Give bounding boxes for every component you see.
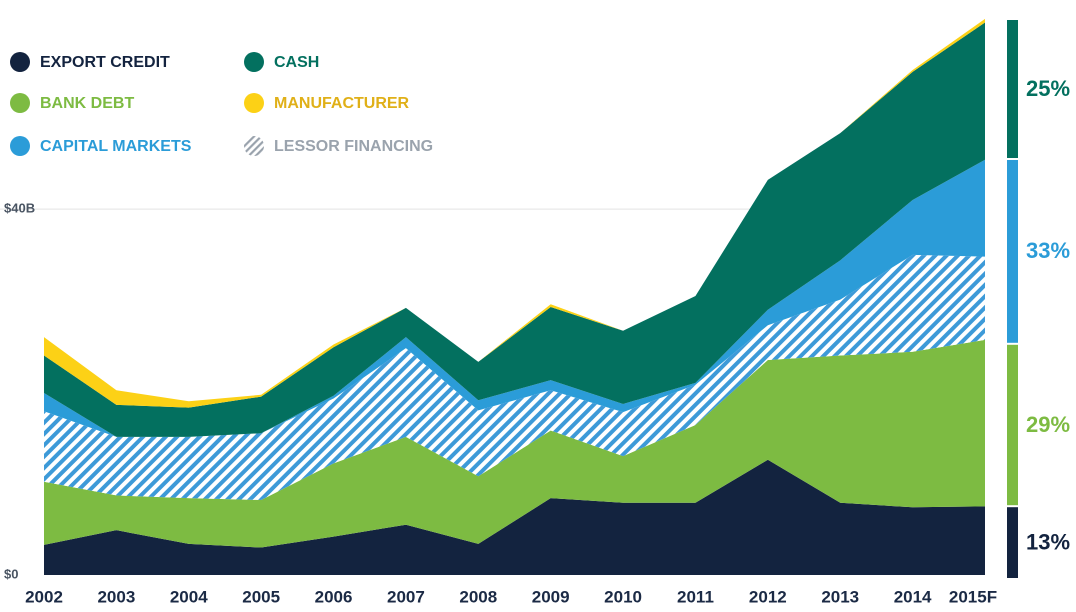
area [44,159,985,437]
share-bar [1007,507,1018,578]
legend-swatch [10,93,30,113]
legend-label: BANK DEBT [40,95,134,112]
x-tick-label: 2008 [459,587,497,606]
x-tick-label: 2003 [97,587,135,606]
x-tick-label: 2014 [894,587,932,606]
x-tick-label: 2007 [387,587,425,606]
legend-swatch [10,52,30,72]
y-tick-label: $0 [4,566,18,581]
legend-label: CAPITAL MARKETS [40,138,192,155]
legend-swatch [244,93,264,113]
x-tick-label: 2015F [949,587,997,606]
area [44,339,985,548]
share-bar [1007,344,1018,506]
area [44,22,985,437]
x-tick-label: 2009 [532,587,570,606]
area [44,459,985,575]
x-tick-label: 2011 [677,587,714,606]
share-bar [1007,20,1018,158]
area [44,254,985,500]
x-tick-label: 2004 [170,587,208,606]
share-label: 29% [1026,412,1070,437]
legend-label: MANUFACTURER [274,95,410,112]
y-tick-label: $40B [4,201,35,216]
x-tick-label: 2006 [315,587,353,606]
share-label: 13% [1026,529,1070,554]
x-tick-label: 2002 [25,587,63,606]
x-tick-label: 2005 [242,587,280,606]
legend-swatch [244,136,264,156]
legend-label: EXPORT CREDIT [40,54,170,71]
legend-label: LESSOR FINANCING [274,138,433,155]
share-label: 25% [1026,76,1070,101]
legend-swatch [10,136,30,156]
x-tick-label: 2010 [604,587,642,606]
x-tick-label: 2013 [821,587,859,606]
x-tick-label: 2012 [749,587,787,606]
legend-swatch [244,52,264,72]
legend-label: CASH [274,54,319,71]
share-bar [1007,160,1018,343]
share-label: 33% [1026,238,1070,263]
